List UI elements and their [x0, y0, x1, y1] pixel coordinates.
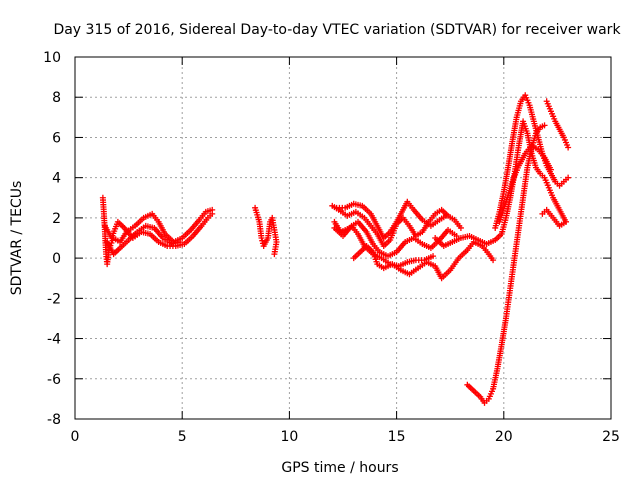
plot-frame: [74, 56, 612, 420]
x-tick-label: 15: [388, 429, 406, 445]
y-tick-label: -2: [47, 291, 61, 307]
data-point: [490, 257, 497, 264]
data-point: [209, 210, 216, 217]
data-point: [562, 218, 569, 225]
axis-ticks: 0 5 10 15 20 25 -8 -6 -4 -2 0 2 4 6 8 10: [43, 50, 620, 445]
x-tick-label: 20: [495, 429, 513, 445]
y-tick-label: 4: [52, 171, 61, 187]
x-tick-label: 25: [602, 429, 620, 445]
data-markers: [99, 92, 572, 406]
data-point: [565, 144, 572, 151]
data-point: [565, 174, 572, 181]
x-tick-label: 0: [71, 429, 80, 445]
data-point: [547, 166, 554, 173]
data-point: [430, 253, 437, 260]
data-point: [442, 212, 449, 219]
data-point: [541, 122, 548, 129]
chart-title: Day 315 of 2016, Sidereal Day-to-day VTE…: [53, 22, 621, 38]
data-point: [177, 239, 184, 246]
x-tick-label: 10: [280, 429, 298, 445]
plot-area: 0 5 10 15 20 25 -8 -6 -4 -2 0 2 4 6 8 10: [43, 50, 620, 445]
y-axis-label: SDTVAR / TECUs: [9, 181, 25, 296]
y-tick-label: 10: [43, 50, 61, 66]
x-tick-label: 5: [178, 429, 187, 445]
y-tick-label: -8: [47, 412, 61, 428]
y-tick-label: 2: [52, 211, 61, 227]
x-axis-label: GPS time / hours: [281, 460, 398, 476]
y-tick-label: 0: [52, 251, 61, 267]
y-tick-label: 6: [52, 130, 61, 146]
y-tick-label: -6: [47, 372, 61, 388]
y-tick-label: -4: [47, 332, 61, 348]
data-point: [258, 235, 265, 241]
y-tick-label: 8: [52, 90, 61, 106]
data-point: [271, 251, 278, 258]
data-point: [457, 224, 464, 231]
data-point: [259, 237, 266, 244]
